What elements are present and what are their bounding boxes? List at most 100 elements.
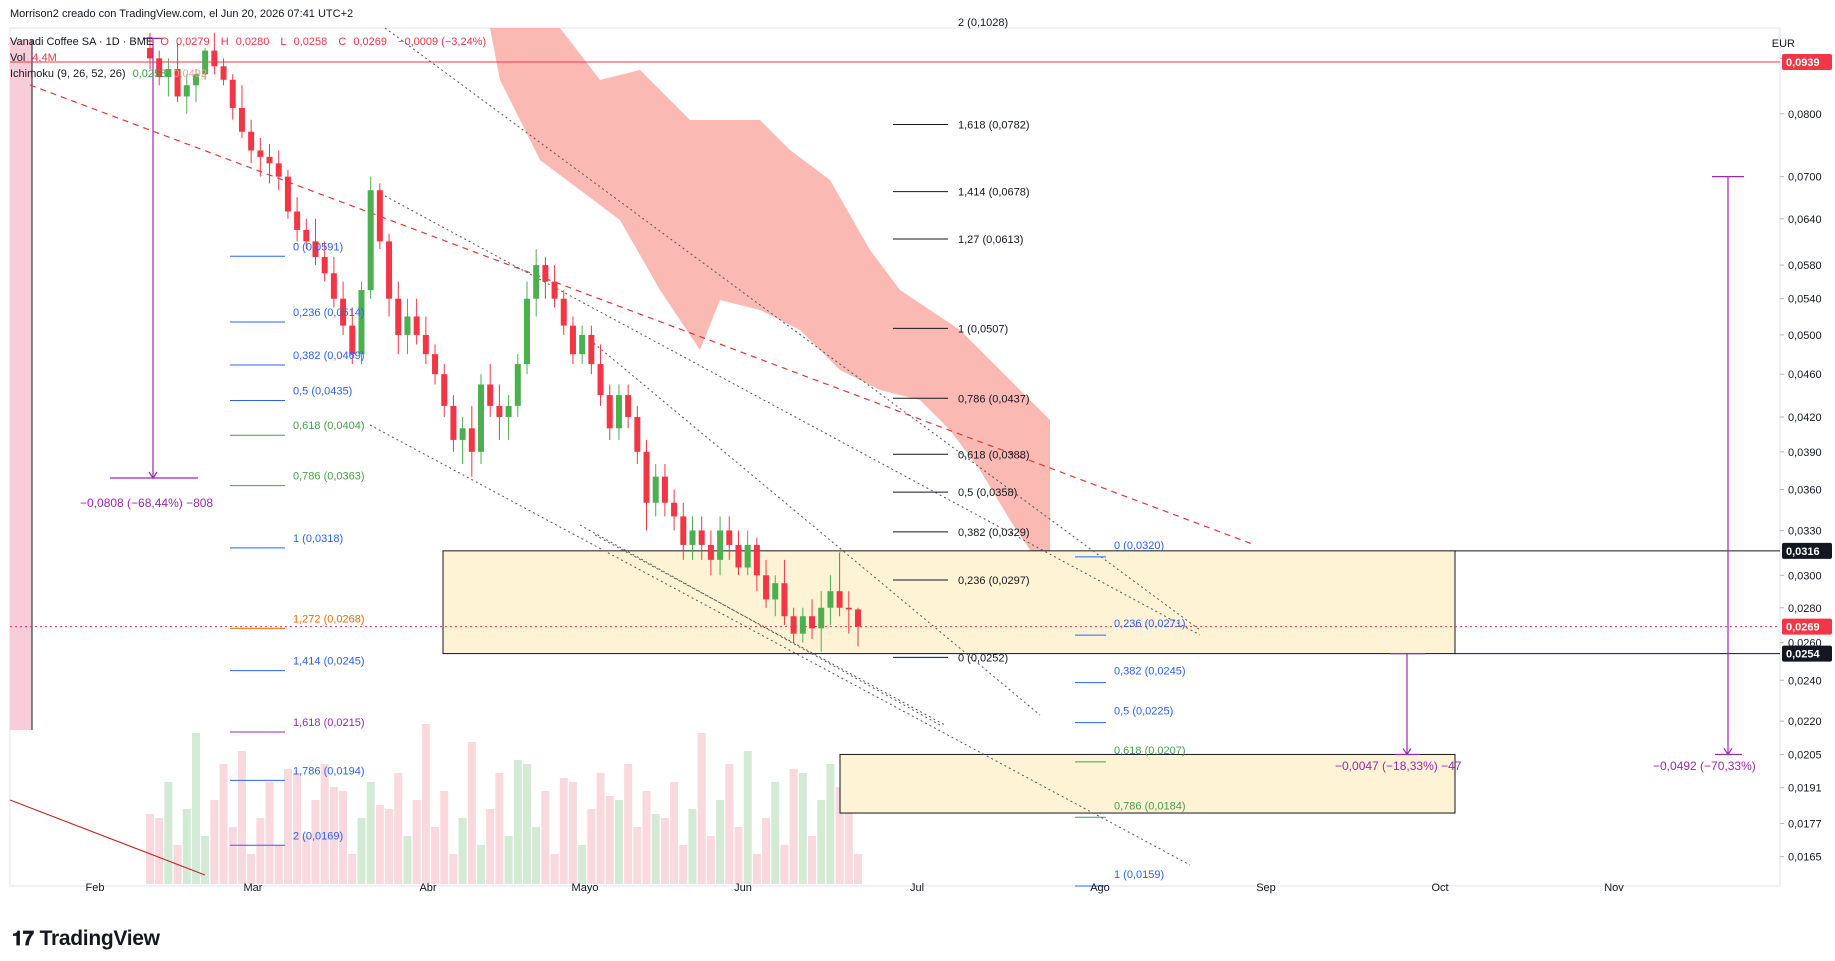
candle-body — [496, 405, 503, 417]
candle-body — [275, 163, 282, 177]
currency-label[interactable]: EUR — [1771, 38, 1795, 50]
fib-left-label: 1,786 (0,0194) — [293, 765, 365, 777]
candle-body — [450, 405, 457, 440]
fib-middle-label: 1 (0,0507) — [958, 323, 1008, 335]
candle-body — [698, 530, 705, 545]
candle-body — [367, 190, 374, 291]
volume-bar — [228, 827, 237, 884]
candle-body — [680, 516, 687, 545]
fib-right-label: 1 (0,0159) — [1114, 869, 1164, 881]
volume-bar — [403, 836, 412, 884]
y-tick-label: 0,0300 — [1788, 570, 1822, 582]
candle-body — [551, 281, 558, 299]
volume-bar — [651, 814, 660, 884]
volume-bar — [256, 818, 265, 884]
candle-body — [625, 395, 632, 417]
volume-bar — [467, 742, 476, 884]
symbol-name[interactable]: Vanadi Coffee SA · 1D · BME — [10, 36, 154, 48]
volume-bar — [808, 836, 817, 884]
volume-legend[interactable]: Vol 4,4M — [10, 52, 61, 64]
y-tick-label: 0,0330 — [1788, 525, 1822, 537]
candle-body — [569, 325, 576, 355]
symbol-legend[interactable]: Vanadi Coffee SA · 1D · BME O 0,0279 H 0… — [10, 36, 487, 48]
volume-bar — [421, 724, 430, 884]
candle-body — [772, 583, 779, 600]
y-tick-label: 0,0500 — [1788, 330, 1822, 342]
x-tick-label: Mar — [244, 882, 263, 894]
candle-body — [395, 298, 402, 335]
candle-body — [505, 405, 512, 417]
volume-bar — [725, 764, 734, 884]
volume-bar — [660, 818, 669, 884]
candle-body — [404, 316, 411, 335]
volume-bar — [688, 809, 697, 884]
candle-body — [248, 131, 255, 151]
fib-middle-label: 2 (0,1028) — [958, 17, 1008, 29]
candle-body — [579, 334, 586, 355]
volume-bar — [237, 751, 246, 884]
change-value: −0,0009 (−3,24%) — [398, 36, 487, 48]
volume-bar — [219, 764, 228, 884]
volume-bar — [789, 769, 798, 884]
x-tick-label: Oct — [1431, 882, 1448, 894]
volume-label: Vol — [10, 52, 26, 64]
support-zone — [442, 550, 1456, 655]
x-tick-label: Ago — [1090, 882, 1110, 894]
channel-line-4 — [579, 524, 941, 726]
volume-bar — [522, 764, 531, 884]
channel-line-5 — [594, 534, 946, 726]
fib-middle-label: 1,618 (0,0782) — [958, 119, 1030, 131]
ichimoku-legend[interactable]: Ichimoku (9, 26, 52, 26) 0,0258 0,0492 — [10, 68, 211, 80]
candle-body — [514, 364, 521, 406]
candle-body — [441, 374, 448, 406]
volume-bar — [633, 827, 642, 884]
volume-bar — [458, 818, 467, 884]
fib-middle-label: 1,414 (0,0678) — [958, 187, 1030, 199]
candle-body — [220, 66, 227, 80]
y-tick-label: 0,0177 — [1788, 819, 1822, 831]
fib-middle-label: 0,618 (0,0388) — [958, 449, 1030, 461]
volume-bar — [624, 764, 633, 884]
candle-body — [349, 325, 356, 355]
fib-right-label: 0,786 (0,0184) — [1114, 800, 1186, 812]
volume-bar — [614, 800, 623, 884]
volume-bar — [697, 733, 706, 884]
volume-bar — [642, 791, 651, 884]
volume-bar — [311, 800, 320, 884]
candle-body — [855, 609, 861, 627]
volume-bar — [283, 769, 292, 884]
candle-body — [671, 502, 678, 517]
volume-bar — [385, 809, 394, 884]
volume-bar — [375, 805, 384, 884]
channel-line-3 — [369, 424, 1191, 866]
chart-attribution: Morrison2 creado con TradingView.com, el… — [10, 8, 354, 20]
tradingview-logo[interactable]: 𝟏𝟕 TradingView — [12, 927, 160, 951]
volume-bar — [513, 760, 522, 884]
candle-body — [560, 298, 567, 326]
price-tag — [1782, 618, 1832, 635]
candle-body — [229, 79, 236, 108]
volume-bar — [155, 818, 164, 884]
y-tick-label: 0,0640 — [1788, 214, 1822, 226]
candle-body — [238, 107, 245, 132]
y-tick-label: 0,0205 — [1788, 749, 1822, 761]
fib-left-label: 1,272 (0,0268) — [293, 613, 365, 625]
volume-bar — [302, 836, 311, 884]
candle-body — [717, 530, 724, 560]
fib-middle-label: 0,236 (0,0297) — [958, 575, 1030, 587]
highlight-region — [10, 40, 32, 730]
candle-body — [827, 591, 834, 608]
candle-body — [542, 265, 549, 282]
candle-body — [781, 583, 788, 617]
volume-bar — [835, 787, 844, 884]
volume-bar — [817, 800, 826, 884]
volume-bar — [532, 827, 541, 884]
candle-body — [174, 68, 181, 97]
candle-body — [422, 334, 429, 355]
ichimoku-label: Ichimoku (9, 26, 52, 26) — [10, 68, 126, 80]
y-tick-label: 0,0280 — [1788, 603, 1822, 615]
candle-body — [606, 395, 613, 429]
candle-body — [330, 273, 337, 299]
volume-bar — [339, 791, 348, 884]
